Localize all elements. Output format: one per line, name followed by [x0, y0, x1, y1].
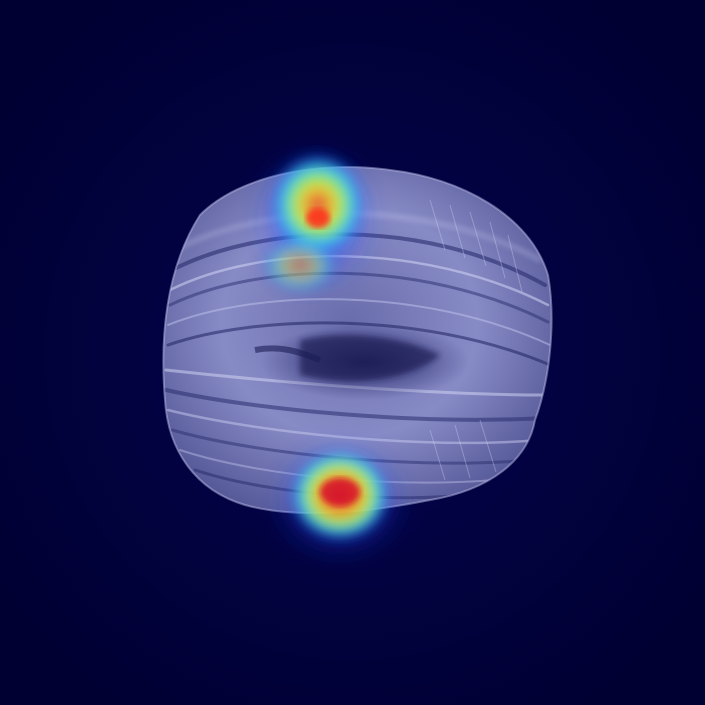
- heatmap-overlay: [250, 145, 410, 562]
- right-lobe-texture: [429, 199, 523, 481]
- bottom-hotspot: [270, 438, 410, 562]
- top-band-hotspot: [250, 145, 380, 295]
